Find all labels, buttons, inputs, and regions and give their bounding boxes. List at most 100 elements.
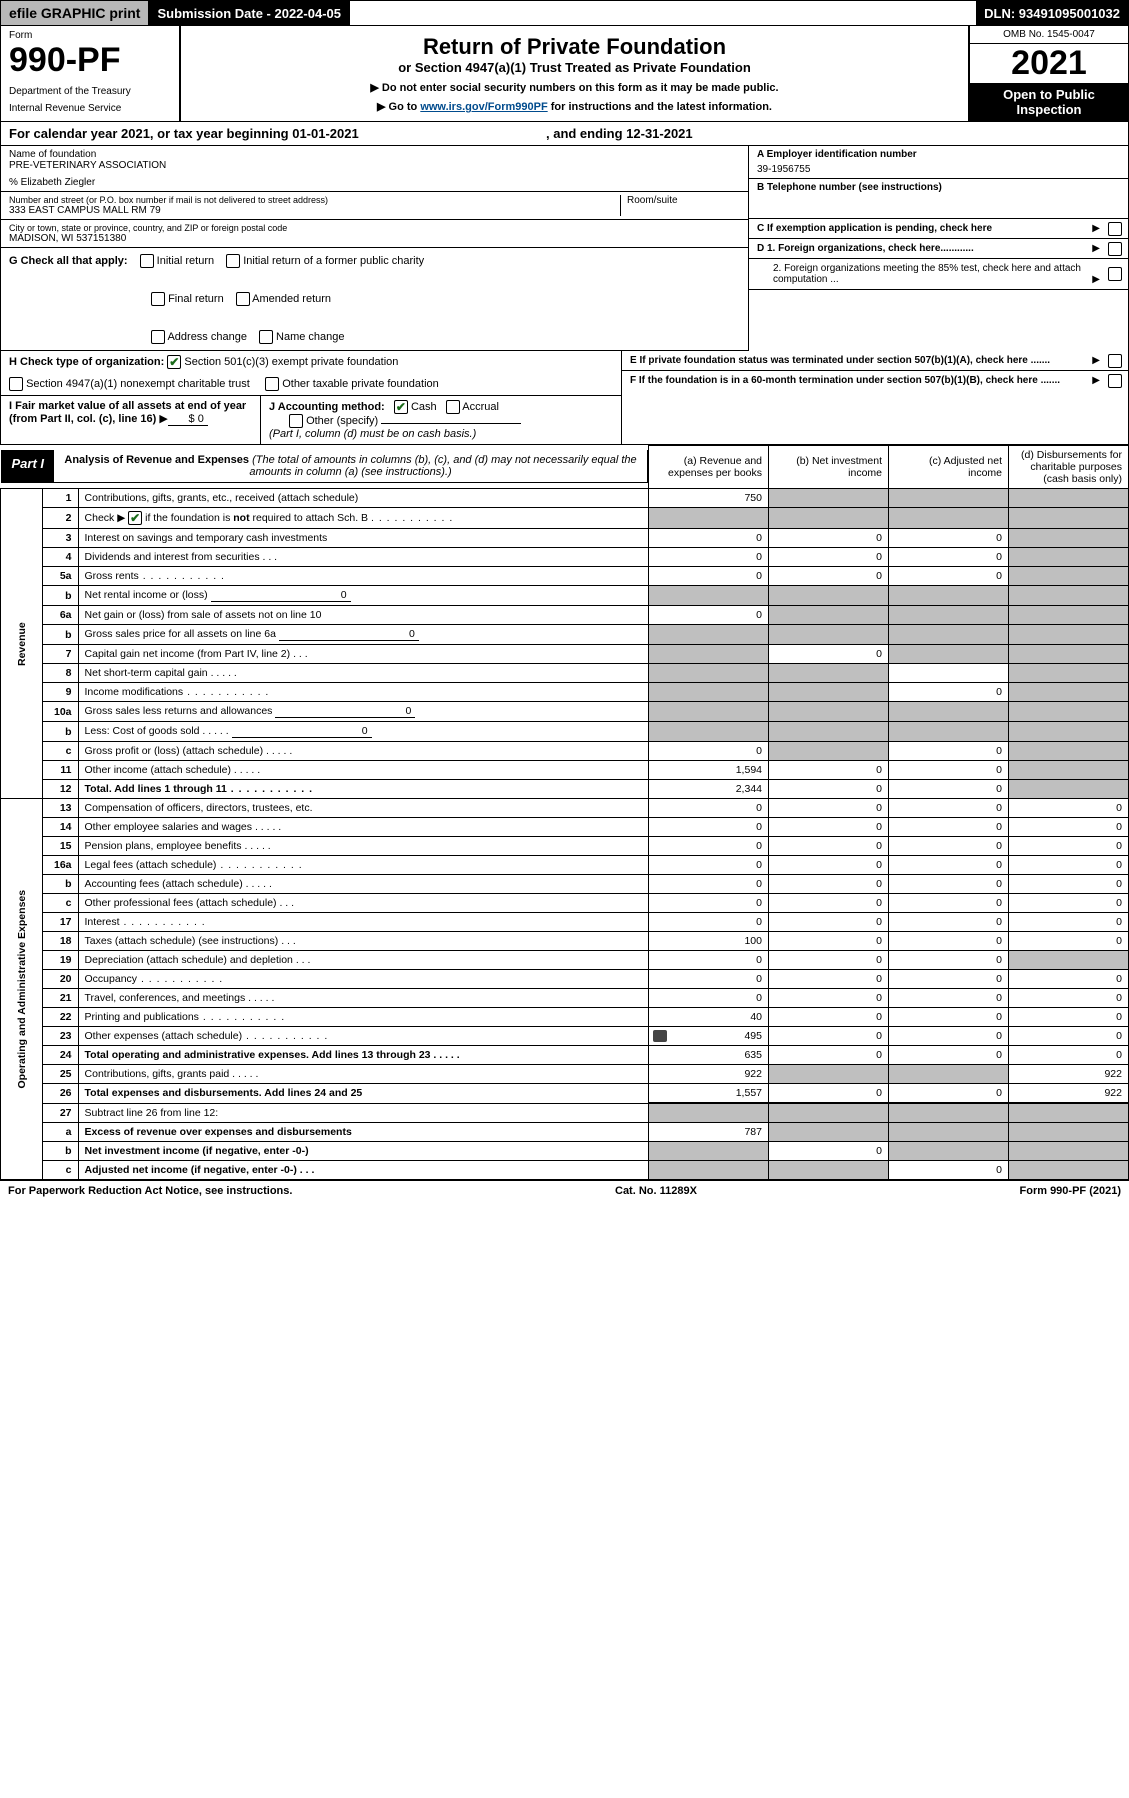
j-accrual-checkbox[interactable]	[446, 400, 460, 414]
cell-a	[649, 683, 769, 702]
table-row: 16aLegal fees (attach schedule)0000	[1, 856, 1129, 875]
cell-c: 0	[889, 951, 1009, 970]
line-description: Net investment income (if negative, ente…	[78, 1141, 648, 1160]
cell-b: 0	[769, 989, 889, 1008]
omb-number: OMB No. 1545-0047	[970, 26, 1128, 44]
line-number: 11	[42, 761, 78, 780]
line-number: 17	[42, 913, 78, 932]
c-pending-label: C If exemption application is pending, c…	[757, 223, 992, 234]
form-link[interactable]: www.irs.gov/Form990PF	[420, 101, 547, 113]
h-other-label: Other taxable private foundation	[282, 378, 439, 390]
cell-b: 0	[769, 932, 889, 951]
open-inspection: Open to Public Inspection	[970, 83, 1128, 121]
table-row: Operating and Administrative Expenses13C…	[1, 799, 1129, 818]
cell-c	[889, 1122, 1009, 1141]
initial-former-checkbox[interactable]	[226, 254, 240, 268]
cell-d: 0	[1009, 989, 1129, 1008]
line-number: 25	[42, 1065, 78, 1084]
line-number: c	[42, 1160, 78, 1179]
c-pending-checkbox[interactable]	[1108, 222, 1122, 236]
cal-year-begin: For calendar year 2021, or tax year begi…	[9, 126, 359, 141]
dept-irs: Internal Revenue Service	[9, 103, 171, 114]
amended-return-checkbox[interactable]	[236, 292, 250, 306]
name-label: Name of foundation	[9, 149, 740, 160]
table-row: bNet investment income (if negative, ent…	[1, 1141, 1129, 1160]
line-description: Capital gain net income (from Part IV, l…	[78, 645, 648, 664]
calendar-year-row: For calendar year 2021, or tax year begi…	[0, 122, 1129, 146]
cell-a: 1,557	[649, 1084, 769, 1104]
cell-a: 0	[649, 818, 769, 837]
f-label: F If the foundation is in a 60-month ter…	[630, 375, 1060, 386]
schb-checkbox[interactable]	[128, 511, 142, 525]
line-number: 6a	[42, 606, 78, 625]
line-number: a	[42, 1122, 78, 1141]
cell-b: 0	[769, 1084, 889, 1104]
line-description: Taxes (attach schedule) (see instruction…	[78, 932, 648, 951]
cell-c: 0	[889, 780, 1009, 799]
line-number: 22	[42, 1008, 78, 1027]
f-checkbox[interactable]	[1108, 374, 1122, 388]
form-title: Return of Private Foundation	[189, 34, 960, 60]
line-number: b	[42, 586, 78, 606]
cell-c: 0	[889, 970, 1009, 989]
address-change-checkbox[interactable]	[151, 330, 165, 344]
j-other-checkbox[interactable]	[289, 414, 303, 428]
cell-c	[889, 586, 1009, 606]
line-description: Depreciation (attach schedule) and deple…	[78, 951, 648, 970]
line-number: b	[42, 1141, 78, 1160]
table-row: 19Depreciation (attach schedule) and dep…	[1, 951, 1129, 970]
line-number: 27	[42, 1103, 78, 1122]
line-description: Printing and publications	[78, 1008, 648, 1027]
name-change-label: Name change	[276, 331, 345, 343]
h-4947-label: Section 4947(a)(1) nonexempt charitable …	[26, 378, 250, 390]
cell-c: 0	[889, 799, 1009, 818]
part1-label: Part I	[2, 450, 55, 482]
table-row: cOther professional fees (attach schedul…	[1, 894, 1129, 913]
d1-checkbox[interactable]	[1108, 242, 1122, 256]
line-description: Contributions, gifts, grants, etc., rece…	[78, 489, 648, 508]
cell-d	[1009, 625, 1129, 645]
e-checkbox[interactable]	[1108, 354, 1122, 368]
cell-a	[649, 702, 769, 722]
h-other-checkbox[interactable]	[265, 377, 279, 391]
d2-checkbox[interactable]	[1108, 267, 1122, 281]
cell-d	[1009, 683, 1129, 702]
col-b-header: (b) Net investment income	[769, 446, 889, 489]
part1-table: Part I Analysis of Revenue and Expenses …	[0, 445, 1129, 1180]
cell-d	[1009, 780, 1129, 799]
cell-c	[889, 1141, 1009, 1160]
h-4947-checkbox[interactable]	[9, 377, 23, 391]
j-label: J Accounting method:	[269, 401, 385, 413]
cell-d: 0	[1009, 913, 1129, 932]
instruction-2-post: for instructions and the latest informat…	[548, 101, 772, 113]
cell-b	[769, 1103, 889, 1122]
attachment-icon[interactable]	[653, 1030, 667, 1042]
cell-a: 922	[649, 1065, 769, 1084]
table-row: 5aGross rents000	[1, 567, 1129, 586]
line-description: Gross rents	[78, 567, 648, 586]
final-return-checkbox[interactable]	[151, 292, 165, 306]
cell-d	[1009, 548, 1129, 567]
cell-a: 2,344	[649, 780, 769, 799]
cal-year-end: , and ending 12-31-2021	[546, 126, 693, 141]
cell-c	[889, 1065, 1009, 1084]
ein-label: A Employer identification number	[757, 149, 1120, 160]
table-row: 14Other employee salaries and wages0000	[1, 818, 1129, 837]
name-change-checkbox[interactable]	[259, 330, 273, 344]
h-501c3-label: Section 501(c)(3) exempt private foundat…	[184, 356, 398, 368]
table-row: 4Dividends and interest from securities0…	[1, 548, 1129, 567]
j-cash-checkbox[interactable]	[394, 400, 408, 414]
line-description: Travel, conferences, and meetings	[78, 989, 648, 1008]
cell-a: 0	[649, 989, 769, 1008]
cell-b	[769, 489, 889, 508]
line-description: Check ▶ if the foundation is not require…	[78, 508, 648, 529]
h-501c3-checkbox[interactable]	[167, 355, 181, 369]
cell-a	[649, 625, 769, 645]
table-row: bGross sales price for all assets on lin…	[1, 625, 1129, 645]
initial-return-checkbox[interactable]	[140, 254, 154, 268]
cell-c: 0	[889, 932, 1009, 951]
table-row: Revenue1Contributions, gifts, grants, et…	[1, 489, 1129, 508]
cell-a: 787	[649, 1122, 769, 1141]
line-number: 26	[42, 1084, 78, 1104]
cell-a: 0	[649, 856, 769, 875]
